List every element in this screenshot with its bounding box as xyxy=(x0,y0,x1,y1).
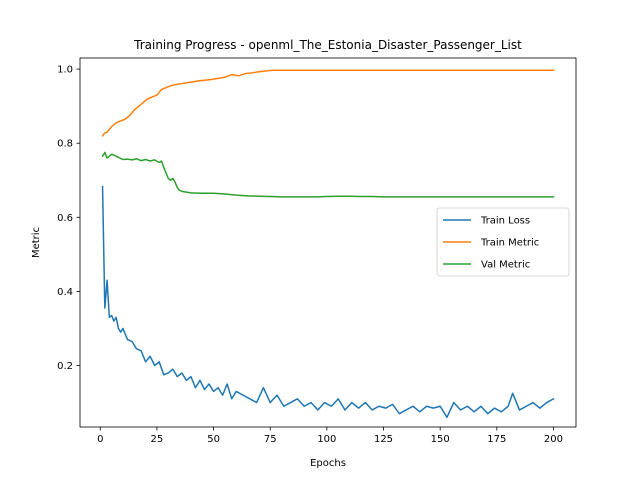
legend-label: Train Loss xyxy=(480,216,530,227)
legend-label: Val Metric xyxy=(481,260,530,271)
x-axis: 0 25 50 75 100 125 150 175 200 xyxy=(97,427,563,445)
y-tick-label: 0.6 xyxy=(57,213,73,224)
x-axis-label: Epochs xyxy=(310,458,346,469)
y-axis-label: Metric xyxy=(31,227,42,258)
series-line-train-loss xyxy=(101,185,555,419)
plot-area xyxy=(79,57,577,428)
x-tick-label: 100 xyxy=(317,434,336,445)
y-tick-label: 1.0 xyxy=(57,65,73,76)
y-axis: 0.2 0.4 0.6 0.8 1.0 xyxy=(57,65,80,372)
chart-title: Training Progress - openml_The_Estonia_D… xyxy=(133,38,522,52)
x-tick-label: 0 xyxy=(97,434,103,445)
y-tick-label: 0.8 xyxy=(57,139,73,150)
axes-frame xyxy=(79,57,577,428)
legend: Train Loss Train Metric Val Metric xyxy=(436,207,570,277)
x-tick-label: 25 xyxy=(151,434,164,445)
x-tick-label: 125 xyxy=(374,434,393,445)
x-tick-label: 50 xyxy=(207,434,220,445)
y-tick-label: 0.4 xyxy=(57,287,73,298)
x-tick-label: 150 xyxy=(431,434,450,445)
y-tick-label: 0.2 xyxy=(57,361,73,372)
legend-label: Train Metric xyxy=(480,238,539,249)
x-tick-label: 175 xyxy=(487,434,506,445)
series-line-val-metric xyxy=(101,151,555,198)
series-line-train-metric xyxy=(101,69,555,137)
x-tick-label: 200 xyxy=(544,434,563,445)
x-tick-label: 75 xyxy=(264,434,277,445)
legend-box xyxy=(436,207,570,277)
